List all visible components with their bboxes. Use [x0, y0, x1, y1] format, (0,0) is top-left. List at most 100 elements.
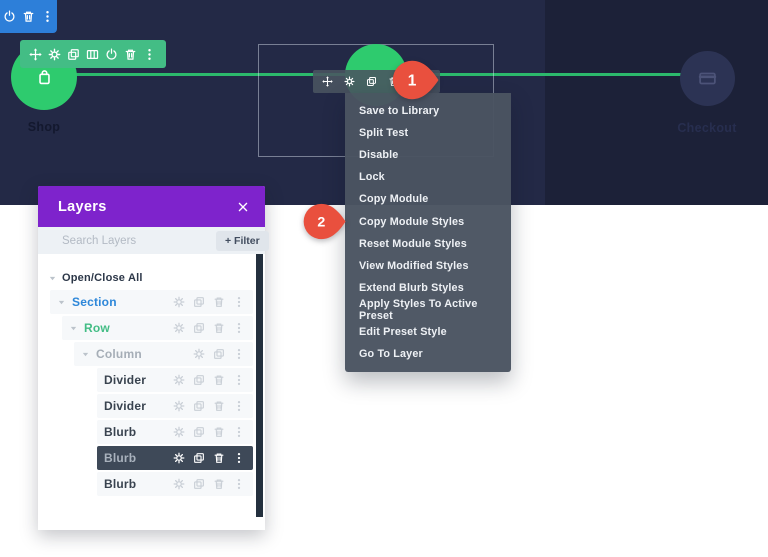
- row-toolbar: [20, 40, 166, 68]
- layers-panel-body: Open/Close All Section Row Column Divider Di…: [38, 254, 265, 530]
- gear-icon[interactable]: [173, 374, 185, 386]
- layer-row-divider[interactable]: Divider: [97, 394, 253, 418]
- duplicate-icon[interactable]: [193, 374, 205, 386]
- dots-icon[interactable]: [233, 374, 245, 386]
- dots-icon[interactable]: [233, 400, 245, 412]
- dots-icon[interactable]: [233, 452, 245, 464]
- menu-item-copy-module-styles[interactable]: Copy Module Styles: [359, 215, 465, 228]
- gear-icon[interactable]: [173, 400, 185, 412]
- gear-icon[interactable]: [173, 426, 185, 438]
- power-icon[interactable]: [3, 10, 16, 23]
- layer-label: Divider: [104, 373, 147, 387]
- caret-down-icon[interactable]: [69, 324, 78, 333]
- trash-icon[interactable]: [213, 426, 225, 438]
- shop-step-label: Shop: [27, 120, 61, 134]
- open-close-all-label: Open/Close All: [62, 272, 143, 284]
- checkout-step-label: Checkout: [677, 121, 737, 135]
- menu-item-extend-blurb-styles[interactable]: Extend Blurb Styles: [359, 281, 464, 294]
- layer-row-actions: [173, 452, 253, 464]
- move-icon[interactable]: [29, 47, 42, 61]
- gear-icon[interactable]: [48, 48, 61, 61]
- menu-item-view-modified-styles[interactable]: View Modified Styles: [359, 259, 469, 272]
- trash-icon[interactable]: [213, 452, 225, 464]
- gear-icon[interactable]: [193, 348, 205, 360]
- layer-row-actions: [173, 322, 253, 334]
- menu-item-go-to-layer[interactable]: Go To Layer: [359, 348, 423, 361]
- menu-item-disable[interactable]: Disable: [359, 149, 399, 162]
- step-marker-2-number: 2: [317, 215, 325, 231]
- gear-icon[interactable]: [344, 76, 355, 87]
- caret-down-icon[interactable]: [81, 350, 90, 359]
- dots-icon[interactable]: [233, 322, 245, 334]
- layer-row-blurb[interactable]: Blurb: [97, 420, 253, 444]
- gear-icon[interactable]: [173, 478, 185, 490]
- step-marker-1-number: 1: [408, 73, 417, 90]
- dots-icon[interactable]: [233, 296, 245, 308]
- duplicate-icon[interactable]: [193, 296, 205, 308]
- layers-panel-header: Layers: [38, 186, 265, 227]
- layer-row-column[interactable]: Column: [74, 342, 253, 366]
- filter-button[interactable]: + Filter: [216, 230, 269, 251]
- trash-icon[interactable]: [213, 400, 225, 412]
- dots-icon[interactable]: [143, 48, 156, 61]
- gear-icon[interactable]: [173, 322, 185, 334]
- layers-scrollbar[interactable]: [256, 254, 263, 517]
- layer-row-actions: [173, 296, 253, 308]
- caret-down-icon[interactable]: [57, 298, 66, 307]
- credit-card-icon: [698, 69, 717, 88]
- layers-panel: Layers + Filter Open/Close All Section Ro…: [38, 186, 269, 530]
- menu-item-lock[interactable]: Lock: [359, 171, 385, 184]
- checkout-step-circle: [680, 51, 735, 106]
- trash-icon[interactable]: [213, 296, 225, 308]
- layer-row-actions: [173, 374, 253, 386]
- layer-row-blurb[interactable]: Blurb: [97, 472, 253, 496]
- layer-row-actions: [173, 426, 253, 438]
- layer-label: Row: [84, 321, 110, 335]
- dots-icon[interactable]: [41, 10, 54, 23]
- gear-icon[interactable]: [173, 452, 185, 464]
- dots-icon[interactable]: [233, 478, 245, 490]
- trash-icon[interactable]: [124, 48, 137, 61]
- menu-item-split-test[interactable]: Split Test: [359, 127, 409, 140]
- menu-item-save-to-library[interactable]: Save to Library: [359, 105, 440, 118]
- menu-item-edit-preset-style[interactable]: Edit Preset Style: [359, 325, 447, 338]
- layer-row-divider[interactable]: Divider: [97, 368, 253, 392]
- duplicate-icon[interactable]: [193, 322, 205, 334]
- layer-row-row[interactable]: Row: [62, 316, 253, 340]
- duplicate-icon[interactable]: [193, 426, 205, 438]
- canvas-section-background-dark: [545, 0, 768, 205]
- open-close-all-toggle[interactable]: Open/Close All: [48, 272, 265, 284]
- trash-icon[interactable]: [213, 478, 225, 490]
- menu-item-reset-module-styles[interactable]: Reset Module Styles: [359, 237, 467, 250]
- duplicate-icon[interactable]: [193, 400, 205, 412]
- menu-item-copy-module[interactable]: Copy Module: [359, 193, 429, 206]
- close-icon[interactable]: [237, 201, 249, 213]
- layer-row-blurb[interactable]: Blurb: [97, 446, 253, 470]
- duplicate-icon[interactable]: [366, 76, 377, 87]
- layer-label: Section: [72, 295, 117, 309]
- layer-label: Column: [96, 347, 142, 361]
- layer-row-actions: [173, 400, 253, 412]
- caret-down-icon: [48, 274, 57, 283]
- columns-icon[interactable]: [86, 48, 99, 61]
- power-icon[interactable]: [105, 47, 118, 61]
- duplicate-icon[interactable]: [193, 478, 205, 490]
- move-icon[interactable]: [322, 76, 333, 87]
- dots-icon[interactable]: [233, 348, 245, 360]
- layer-label: Blurb: [104, 451, 137, 465]
- layer-label: Divider: [104, 399, 147, 413]
- duplicate-icon[interactable]: [213, 348, 225, 360]
- layers-panel-title: Layers: [58, 198, 107, 215]
- search-layers-input[interactable]: [38, 234, 216, 247]
- duplicate-icon[interactable]: [193, 452, 205, 464]
- dots-icon[interactable]: [233, 426, 245, 438]
- layer-row-section[interactable]: Section: [50, 290, 253, 314]
- trash-icon[interactable]: [213, 374, 225, 386]
- menu-item-apply-styles-to-active-preset[interactable]: Apply Styles To Active Preset: [359, 297, 478, 322]
- duplicate-icon[interactable]: [67, 48, 80, 61]
- gear-icon[interactable]: [173, 296, 185, 308]
- bag-icon: [36, 69, 53, 86]
- trash-icon[interactable]: [213, 322, 225, 334]
- layer-row-actions: [173, 478, 253, 490]
- trash-icon[interactable]: [22, 10, 35, 23]
